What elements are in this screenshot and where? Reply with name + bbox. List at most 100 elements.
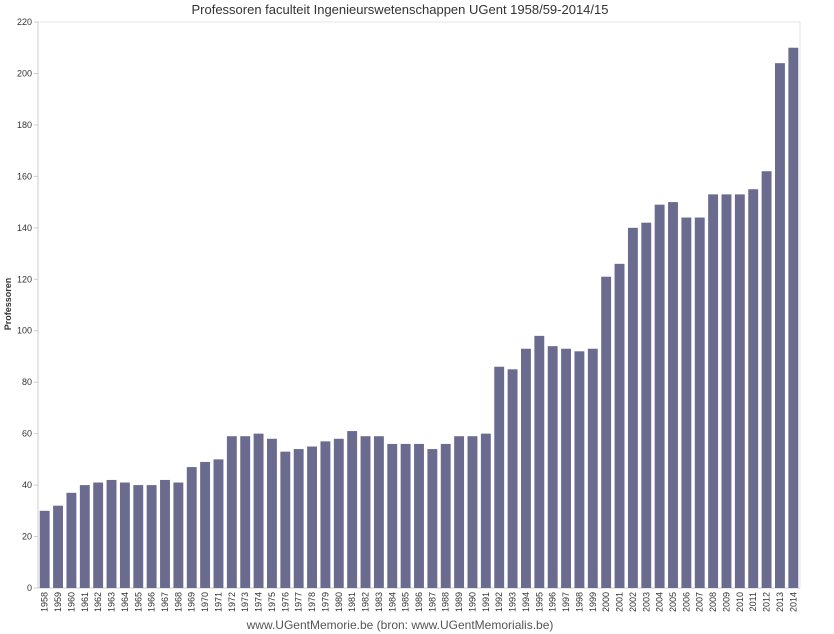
bar-1977[interactable] (293, 449, 304, 588)
x-tick-label: 2004 (655, 592, 665, 612)
x-tick-label: 2003 (641, 592, 651, 612)
x-tick-label: 1989 (454, 592, 464, 612)
x-tick-label: 1987 (427, 592, 437, 612)
x-tick-label: 1969 (187, 592, 197, 612)
y-tick-label: 60 (22, 429, 32, 439)
x-tick-label: 1999 (588, 592, 598, 612)
bar-1994[interactable] (521, 348, 531, 588)
bar-2001[interactable] (614, 263, 625, 588)
bar-2009[interactable] (721, 194, 732, 588)
y-axis-title: Professoren (3, 278, 13, 331)
y-tick-label: 200 (17, 68, 32, 78)
y-tick-label: 160 (17, 171, 32, 181)
bar-2007[interactable] (694, 217, 705, 588)
x-tick-label: 1998 (574, 592, 584, 612)
bar-1996[interactable] (547, 346, 558, 588)
bar-1998[interactable] (574, 351, 585, 588)
bar-1973[interactable] (240, 436, 251, 588)
bar-1965[interactable] (133, 485, 144, 588)
bar-1972[interactable] (226, 436, 237, 588)
y-tick-label: 140 (17, 223, 32, 233)
bar-1985[interactable] (400, 443, 411, 588)
bar-1982[interactable] (360, 436, 371, 588)
x-tick-label: 1996 (548, 592, 558, 612)
bar-2002[interactable] (627, 227, 638, 588)
bar-1997[interactable] (561, 348, 571, 588)
chart-source-footer: www.UGentMemorie.be (bron: www.UGentMemo… (246, 618, 554, 632)
bar-1983[interactable] (373, 436, 384, 588)
bar-1999[interactable] (587, 348, 598, 588)
bar-2014[interactable] (788, 47, 799, 588)
x-tick-label: 1977 (294, 592, 304, 612)
x-tick-label: 2009 (721, 592, 731, 612)
bar-1980[interactable] (333, 438, 344, 588)
bar-1963[interactable] (106, 479, 117, 588)
x-tick-label: 1991 (481, 592, 491, 612)
x-tick-label: 1971 (213, 592, 223, 612)
x-axis-ticks: 1958 1959 1960 1961 1962 1963 1964 1965 1966 1967… (40, 592, 799, 612)
bar-1971[interactable] (213, 459, 224, 588)
bar-2004[interactable] (654, 204, 665, 588)
bar-2008[interactable] (708, 194, 719, 588)
x-tick-label: 1985 (401, 592, 411, 612)
bar-1975[interactable] (267, 438, 277, 588)
x-tick-label: 1979 (320, 592, 330, 612)
bar-1990[interactable] (467, 436, 478, 588)
x-tick-label: 1961 (80, 592, 90, 612)
x-tick-label: 1981 (347, 592, 357, 612)
x-tick-label: 2001 (615, 592, 625, 612)
y-tick-label: 180 (17, 120, 32, 130)
bar-1986[interactable] (414, 443, 424, 588)
bar-1993[interactable] (507, 369, 518, 588)
x-tick-label: 1980 (334, 592, 344, 612)
bar-1967[interactable] (160, 479, 170, 588)
x-tick-label: 1995 (534, 592, 544, 612)
bar-1961[interactable] (79, 485, 90, 588)
x-tick-label: 1963 (107, 592, 117, 612)
bar-2013[interactable] (775, 63, 785, 588)
bar-1974[interactable] (253, 433, 264, 588)
bar-1992[interactable] (494, 366, 505, 588)
bar-1987[interactable] (427, 449, 438, 588)
bar-1962[interactable] (93, 482, 104, 588)
bar-1966[interactable] (146, 485, 157, 588)
x-tick-label: 1968 (173, 592, 183, 612)
bar-1970[interactable] (200, 461, 211, 588)
bar-1979[interactable] (320, 441, 331, 588)
x-tick-label: 1986 (414, 592, 424, 612)
x-tick-label: 2000 (601, 592, 611, 612)
bar-1991[interactable] (480, 433, 491, 588)
bar-1984[interactable] (387, 443, 398, 588)
x-tick-label: 2011 (748, 592, 758, 611)
bar-1976[interactable] (280, 451, 291, 588)
bar-1981[interactable] (347, 431, 358, 588)
y-axis-ticks: 0 20 40 60 80 100 120 140 160 180 200 220 (17, 17, 38, 593)
bar-1959[interactable] (53, 505, 63, 588)
bar-2012[interactable] (761, 171, 772, 588)
bar-1978[interactable] (307, 446, 317, 589)
bar-1969[interactable] (186, 467, 197, 588)
x-tick-label: 2010 (735, 592, 745, 612)
bar-2011[interactable] (748, 189, 759, 588)
bar-1989[interactable] (454, 436, 465, 588)
y-tick-label: 20 (22, 532, 32, 542)
bar-2010[interactable] (734, 194, 745, 588)
x-tick-label: 2005 (668, 592, 678, 612)
bar-1960[interactable] (66, 492, 77, 588)
bar-2000[interactable] (601, 276, 612, 588)
bar-1958[interactable] (39, 510, 50, 588)
y-tick-label: 100 (17, 326, 32, 336)
bars-group (39, 47, 799, 589)
bar-1995[interactable] (534, 335, 545, 588)
bar-2005[interactable] (668, 202, 678, 588)
bar-2006[interactable] (681, 217, 692, 588)
bar-2003[interactable] (641, 222, 652, 588)
bar-1988[interactable] (440, 443, 451, 588)
x-tick-label: 2012 (762, 592, 772, 612)
bar-1964[interactable] (119, 482, 130, 588)
x-tick-label: 1965 (133, 592, 143, 612)
x-tick-label: 1964 (120, 592, 130, 612)
bar-1968[interactable] (173, 482, 184, 588)
x-tick-label: 2006 (681, 592, 691, 612)
x-tick-label: 1975 (267, 592, 277, 612)
